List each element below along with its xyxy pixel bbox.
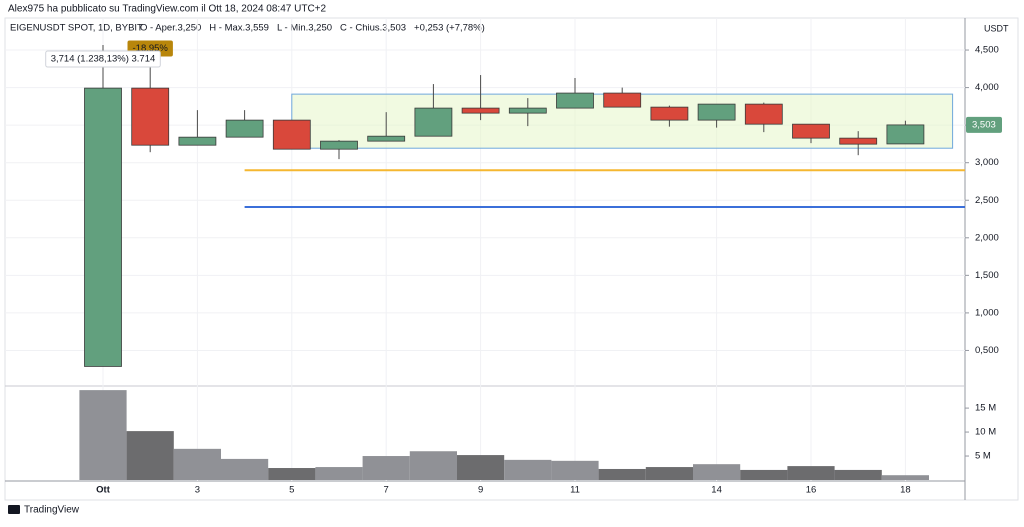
x-tick-label: Ott xyxy=(96,485,111,496)
volume-bar xyxy=(504,459,552,480)
candle-body xyxy=(697,103,736,121)
symbol: EIGENUSDT SPOT, 1D, BYBIT xyxy=(10,23,143,34)
legend-item: H - Max.3,559 xyxy=(209,23,269,34)
volume-bar xyxy=(834,469,882,480)
annotation: 3,714 (1.238,13%) 3.714 xyxy=(51,54,156,65)
candle-body xyxy=(650,106,689,121)
volume-bar xyxy=(598,468,646,480)
annotation-box xyxy=(45,50,161,68)
y-tick-label: 10 M xyxy=(975,427,996,438)
volume-bar xyxy=(551,460,599,480)
volume-bar xyxy=(315,467,363,480)
y-tick-label: 5 M xyxy=(975,451,991,462)
candle-body xyxy=(886,124,925,145)
footer: TradingView xyxy=(24,505,80,516)
x-tick-label: 11 xyxy=(570,485,580,496)
y-tick-label: 3,000 xyxy=(975,157,999,168)
volume-bar xyxy=(881,475,929,480)
candle-body xyxy=(414,107,453,137)
y-tick-label: 2,000 xyxy=(975,232,999,243)
candle-body xyxy=(603,92,642,108)
volume-bar xyxy=(173,448,221,480)
volume-bar xyxy=(645,467,693,480)
y-tick-label: 1,000 xyxy=(975,307,999,318)
candle-body xyxy=(508,107,547,114)
plot: Ott 3 5 7 9 11 14 16 18 0,500 1,000 1,500 2,000 2,500… xyxy=(5,18,1002,496)
candle-body xyxy=(744,103,783,125)
candle-body xyxy=(272,119,311,150)
x-tick-label: 16 xyxy=(806,485,817,496)
volume-bar xyxy=(268,468,316,480)
candle-body xyxy=(556,92,594,109)
candle-body xyxy=(131,87,170,146)
x-tick-label: 18 xyxy=(900,485,911,496)
legend-item: C - Chius.3,503 xyxy=(340,23,406,34)
candle-body xyxy=(367,135,406,142)
volume-bar xyxy=(787,466,835,480)
annotation: -18,95% xyxy=(133,43,169,54)
volume-bar xyxy=(740,469,788,480)
volume-bar xyxy=(126,431,174,480)
volume-bar xyxy=(457,455,505,480)
legend: O - Aper.3,250 H - Max.3,559 L - Min.3,250… xyxy=(140,23,485,34)
legend-item: +0,253 (+7,78%) xyxy=(414,23,485,34)
last-price-label: 3,503 xyxy=(972,119,996,130)
candle-body xyxy=(178,136,217,146)
axis-unit: USDT xyxy=(984,23,1009,33)
candle-body xyxy=(839,137,878,145)
published: Alex975 ha pubblicato su TradingView.com… xyxy=(8,4,327,15)
logo xyxy=(8,505,20,514)
candle-body xyxy=(792,123,830,139)
y-tick-label: 1,500 xyxy=(975,270,999,281)
volume-bar xyxy=(409,451,457,480)
y-tick-label: 4,000 xyxy=(975,82,999,93)
y-tick-label: 0,500 xyxy=(975,345,999,356)
candle-body xyxy=(461,107,500,114)
y-tick-label: 4,500 xyxy=(975,45,999,56)
volume-bar xyxy=(221,458,269,480)
x-tick-label: 7 xyxy=(384,485,389,496)
x-tick-label: 9 xyxy=(478,485,483,496)
volume-bar xyxy=(362,456,410,480)
x-tick-label: 5 xyxy=(289,485,294,496)
volume-bar xyxy=(693,464,741,480)
legend-item: O - Aper.3,250 xyxy=(140,23,201,34)
x-tick-label: 3 xyxy=(195,485,200,496)
candle-body xyxy=(84,87,122,367)
candle-body xyxy=(320,140,358,150)
legend-item: L - Min.3,250 xyxy=(277,23,332,34)
candle-body xyxy=(225,119,264,138)
last-price-tag xyxy=(966,116,1002,133)
volume-bar xyxy=(79,390,127,480)
x-tick-label: 14 xyxy=(711,485,722,496)
y-tick-label: 2,500 xyxy=(975,195,999,206)
y-tick-label: 15 M xyxy=(975,403,996,414)
